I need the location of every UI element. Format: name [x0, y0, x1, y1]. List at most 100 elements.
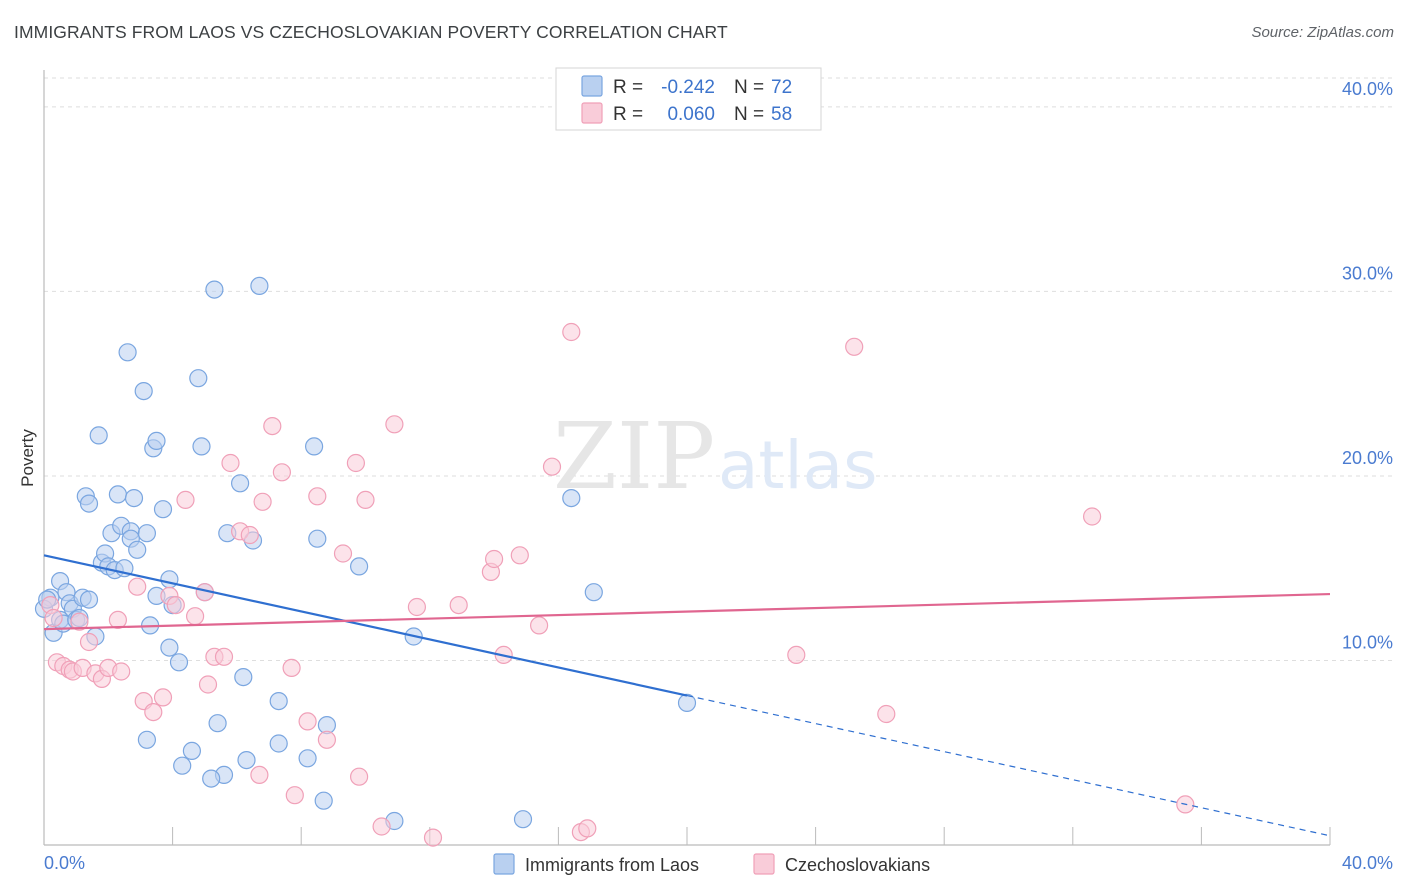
point-czechoslovakian	[253, 492, 272, 511]
point-czechoslovakian	[166, 595, 185, 615]
point-czechoslovakian	[485, 549, 504, 569]
point-czechoslovakian	[250, 765, 269, 785]
point-czechoslovakian	[372, 817, 391, 836]
point-czechoslovakian	[214, 647, 234, 666]
point-laos	[298, 749, 317, 768]
point-czechoslovakian	[510, 546, 529, 565]
point-czechoslovakian	[449, 595, 468, 615]
legend-n-value-czech: 58	[771, 104, 792, 125]
bottom-legend-label-czech: Czechoslovakians	[785, 855, 930, 875]
point-czechoslovakian	[108, 610, 128, 630]
y-tick-label: 10.0%	[1342, 632, 1393, 652]
point-laos	[153, 500, 173, 519]
point-laos	[137, 524, 156, 543]
point-czechoslovakian	[346, 453, 365, 473]
point-laos	[79, 590, 99, 609]
point-czechoslovakian	[144, 702, 163, 722]
point-laos	[305, 437, 324, 456]
point-czechoslovakian	[272, 463, 291, 482]
point-laos	[269, 734, 288, 753]
y-tick-label: 40.0%	[1342, 79, 1393, 99]
point-laos	[173, 756, 192, 775]
point-czechoslovakian	[198, 675, 218, 694]
point-laos	[128, 540, 147, 559]
point-czechoslovakian	[787, 645, 806, 665]
point-laos	[160, 570, 179, 589]
watermark-zip: ZIP	[553, 403, 715, 510]
point-laos	[513, 810, 533, 829]
x-tick-marks	[43, 827, 1331, 845]
point-czechoslovakian	[153, 688, 173, 707]
trend-line-laos	[43, 554, 688, 697]
point-czechoslovakian	[240, 525, 259, 545]
point-czechoslovakian	[308, 487, 327, 506]
point-czechoslovakian	[79, 632, 99, 652]
point-laos	[677, 693, 697, 713]
trend-line-laos-extrapolated	[686, 694, 1331, 837]
point-laos	[237, 750, 256, 770]
point-laos	[308, 529, 327, 548]
legend-n-value-laos: 72	[771, 77, 792, 98]
bottom-legend: Immigrants from Laos Czechoslovakians	[493, 853, 930, 875]
point-laos	[89, 426, 108, 445]
y-tick-label: 30.0%	[1342, 263, 1393, 283]
point-czechoslovakian	[70, 612, 89, 631]
legend-n-label-czech: N =	[734, 104, 764, 125]
point-czechoslovakian	[1082, 507, 1102, 526]
y-tick-label: 20.0%	[1342, 448, 1393, 468]
legend-r-value-czech: 0.060	[667, 104, 715, 125]
point-czechoslovakian	[221, 453, 240, 473]
point-laos	[314, 791, 333, 810]
x-tick-label-max: 40.0%	[1342, 853, 1393, 873]
point-czechoslovakian	[529, 616, 549, 635]
point-czechoslovakian	[112, 662, 131, 681]
point-laos	[208, 714, 227, 733]
y-axis-label: Poverty	[18, 429, 37, 487]
source-label: Source: ZipAtlas.com	[1251, 24, 1394, 41]
point-czechoslovakian	[44, 608, 63, 628]
point-laos	[134, 382, 153, 401]
point-laos	[202, 769, 221, 788]
legend-swatch-czech	[581, 102, 603, 124]
watermark-atlas: atlas	[718, 427, 878, 504]
legend-box: R = -0.242 N = 72 R = 0.060 N = 58	[555, 67, 822, 131]
legend-r-label-czech: R =	[613, 104, 643, 125]
point-laos	[250, 276, 269, 295]
point-czechoslovakian	[385, 415, 404, 434]
point-laos	[205, 280, 224, 299]
point-laos	[584, 583, 603, 602]
point-czechoslovakian	[356, 490, 375, 509]
point-laos	[137, 730, 156, 749]
data-points	[34, 276, 1195, 847]
point-czechoslovakian	[562, 322, 581, 342]
point-czechoslovakian	[176, 490, 195, 509]
point-czechoslovakian	[877, 704, 896, 724]
point-laos	[118, 343, 137, 362]
point-czechoslovakian	[578, 819, 597, 838]
point-czechoslovakian	[285, 786, 304, 805]
point-laos	[350, 557, 369, 576]
legend-r-label-laos: R =	[613, 77, 643, 98]
point-czechoslovakian	[186, 607, 205, 626]
point-czechoslovakian	[282, 658, 301, 678]
point-laos	[562, 489, 581, 508]
point-laos	[160, 638, 179, 657]
bottom-legend-swatch-czech	[753, 853, 775, 875]
point-laos	[192, 437, 211, 456]
point-laos	[189, 369, 208, 388]
legend-n-label-laos: N =	[734, 77, 764, 98]
trend-lines	[43, 554, 1331, 837]
point-laos	[269, 691, 288, 711]
point-czechoslovakian	[845, 337, 864, 356]
gridlines	[44, 77, 1393, 661]
chart-title: IMMIGRANTS FROM LAOS VS CZECHOSLOVAKIAN …	[14, 22, 728, 42]
point-laos	[234, 667, 253, 687]
point-czechoslovakian	[350, 767, 369, 786]
y-tick-labels: 10.0% 20.0% 30.0% 40.0%	[1342, 79, 1393, 653]
bottom-legend-swatch-laos	[493, 853, 515, 875]
point-czechoslovakian	[298, 712, 317, 731]
point-czechoslovakian	[333, 544, 353, 563]
point-laos	[124, 489, 144, 508]
point-laos	[182, 741, 201, 761]
